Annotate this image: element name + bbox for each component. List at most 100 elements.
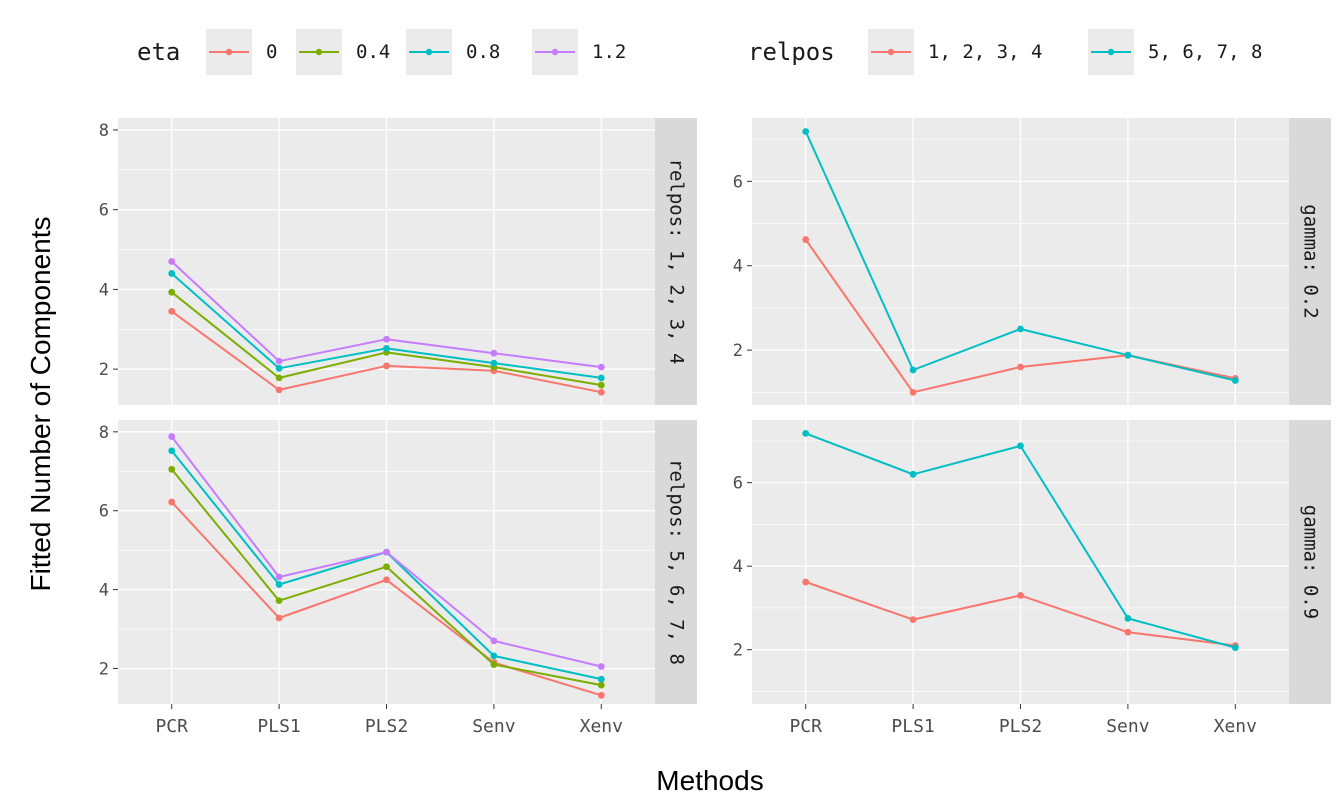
y-tick-label: 2 (99, 660, 109, 680)
x-axis-title: Methods (656, 765, 763, 796)
data-point (168, 270, 176, 277)
facet-strip-label: gamma: 0.9 (1300, 505, 1322, 619)
data-point (1124, 628, 1132, 636)
data-point (597, 374, 605, 382)
y-tick-label: 4 (99, 280, 109, 300)
y-tick-label: 4 (733, 557, 743, 577)
data-point (802, 128, 810, 135)
data-point (909, 616, 917, 624)
data-point (1017, 442, 1024, 450)
data-point (597, 691, 605, 699)
data-point (490, 349, 498, 357)
data-point (275, 364, 283, 372)
y-tick-label: 8 (99, 121, 109, 141)
x-tick-label: Xenv (1214, 716, 1257, 737)
data-point (490, 661, 498, 668)
panel-2: 2 4 6 gamma: 0.2 (733, 118, 1331, 405)
data-point (383, 344, 390, 352)
panel-3: 2 4 6 8 PCR PLS1 PLS2 Senv Xenv relpos: 5, 6, 7, … (99, 420, 697, 737)
legend-label: 1.2 (592, 41, 626, 63)
legend-label: 5, 6, 7, 8 (1148, 41, 1262, 63)
y-tick-label: 6 (733, 474, 743, 494)
x-tick-label: PLS1 (257, 716, 300, 737)
data-point (1017, 325, 1024, 333)
facet-strip (1289, 118, 1331, 405)
data-point (275, 573, 283, 581)
y-tick-label: 4 (99, 581, 109, 601)
data-point (275, 357, 283, 365)
x-tick-label: PCR (155, 716, 188, 737)
data-point (1124, 351, 1132, 359)
data-point (490, 637, 498, 645)
data-point (383, 563, 390, 571)
facet-strip (1289, 420, 1331, 704)
data-point (168, 465, 176, 473)
data-point (168, 433, 176, 440)
data-point (1017, 592, 1024, 599)
y-axis-title: Fitted Number of Components (25, 216, 56, 591)
panels-area: 2 4 6 8 relpos: 1, 2, 3, 4 2 4 6 gamma: 0.2 2 4 6 8 P… (99, 118, 1331, 737)
legend-key-point (1107, 48, 1115, 56)
data-point (802, 429, 810, 437)
panel-4: 2 4 6 PCR PLS1 PLS2 Senv Xenv gamma: 0.9 (733, 420, 1331, 737)
legend-label: 0.4 (356, 41, 390, 63)
data-point (597, 363, 605, 371)
x-tick-label: PCR (789, 716, 822, 737)
data-point (275, 374, 283, 382)
y-tick-label: 8 (99, 423, 109, 443)
data-point (802, 236, 810, 243)
y-tick-label: 6 (99, 201, 109, 221)
data-point (490, 652, 498, 660)
data-point (597, 388, 605, 396)
data-point (168, 258, 176, 265)
data-point (168, 498, 176, 506)
x-tick-label: PLS2 (999, 716, 1042, 737)
x-tick-label: PLS2 (365, 716, 408, 737)
data-point (383, 362, 390, 370)
y-tick-label: 2 (99, 360, 109, 380)
legend-key-point (887, 48, 895, 56)
legend-label: 0.8 (466, 41, 500, 63)
data-point (802, 578, 810, 586)
data-point (383, 335, 390, 343)
legend-key-point (315, 48, 323, 56)
data-point (490, 359, 498, 367)
facet-strip-label: relpos: 5, 6, 7, 8 (666, 459, 688, 665)
legend-title-relpos: relpos (748, 38, 835, 66)
data-point (1017, 363, 1024, 371)
data-point (275, 597, 283, 605)
legend-key-point (225, 48, 233, 56)
x-tick-label: Xenv (580, 716, 623, 737)
legend-key-point (551, 48, 559, 56)
legend-title-eta: eta (137, 38, 180, 66)
data-point (383, 548, 390, 556)
y-tick-label: 6 (733, 172, 743, 192)
legend-area: eta 0 0.4 0.8 1.2 relpos 1, 2, 3, 4 5, 6, 7, 8 (137, 29, 1262, 75)
facet-strip (655, 118, 697, 405)
data-point (168, 307, 176, 315)
data-point (383, 576, 390, 584)
data-point (597, 675, 605, 683)
y-tick-label: 4 (733, 257, 743, 277)
x-tick-label: Senv (1106, 716, 1149, 737)
data-point (275, 386, 283, 394)
data-point (1231, 644, 1239, 652)
legend-key-point (425, 48, 433, 56)
y-tick-label: 6 (99, 502, 109, 522)
legend-label: 0 (266, 41, 277, 63)
data-point (275, 614, 283, 622)
data-point (597, 681, 605, 689)
panel-1: 2 4 6 8 relpos: 1, 2, 3, 4 (99, 118, 697, 405)
data-point (1124, 614, 1132, 622)
legend-label: 1, 2, 3, 4 (928, 41, 1042, 63)
data-point (597, 663, 605, 670)
data-point (909, 388, 917, 396)
data-point (1231, 377, 1239, 384)
y-tick-label: 2 (733, 341, 743, 361)
facet-strip-label: relpos: 1, 2, 3, 4 (666, 159, 688, 365)
data-point (275, 581, 283, 588)
y-tick-label: 2 (733, 641, 743, 661)
data-point (909, 470, 917, 478)
data-point (909, 366, 917, 374)
